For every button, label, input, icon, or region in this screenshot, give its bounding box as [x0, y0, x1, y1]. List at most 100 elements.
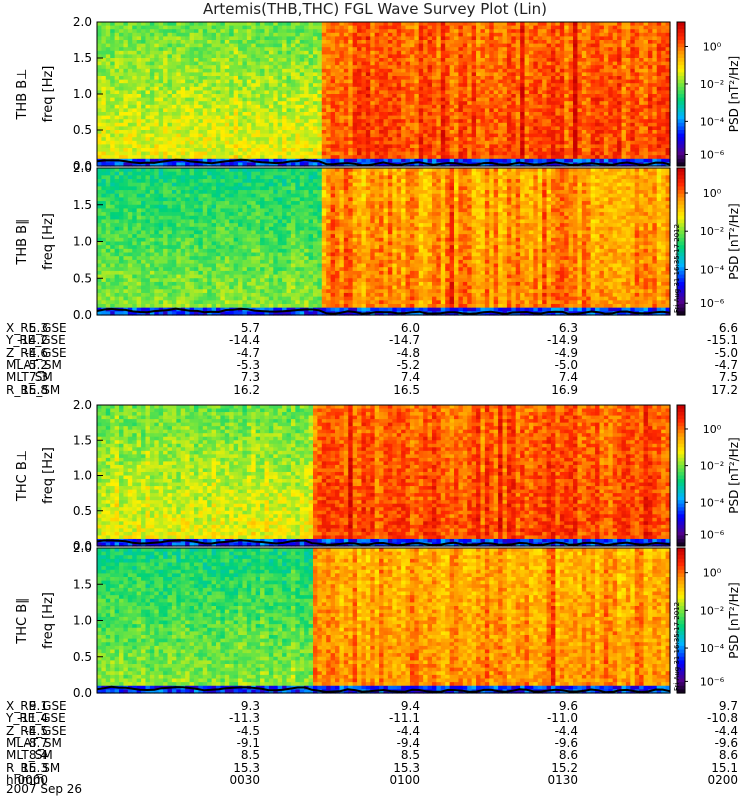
orbit-value: 16.2 [212, 384, 260, 396]
orbit-value: -4.6 [0, 347, 48, 359]
orbit-value: 6.6 [690, 322, 738, 334]
y-tick-label: 1.0 [73, 614, 92, 628]
orbit-value: 16.9 [530, 384, 578, 396]
orbit-value: -4.5 [0, 725, 48, 737]
orbit-value: 15.3 [0, 762, 48, 774]
orbit-value: -14.9 [530, 334, 578, 346]
orbit-value: 8.5 [212, 749, 260, 761]
orbit-value: 6.0 [372, 322, 420, 334]
y-tick-label: 2.0 [73, 15, 92, 29]
orbit-value: 15.3 [372, 762, 420, 774]
colorbar: 10⁰ 10⁻² 10⁻⁴ 10⁻⁶ PSD [nT²/Hz] [676, 21, 741, 167]
panel-name: THC B⊥ [15, 450, 30, 502]
colorbar-tick-label: 10⁻⁴ [700, 496, 725, 509]
colorbar-tick-label: 10⁰ [703, 40, 722, 53]
orbit-value: -5.0 [690, 347, 738, 359]
y-axis-unit: freq [Hz] [41, 592, 56, 649]
y-tick-label: 1.5 [73, 198, 92, 212]
orbit-value: 9.7 [690, 700, 738, 712]
panel-name: THB B∥ [15, 218, 30, 265]
orbit-value: 0100 [372, 774, 420, 786]
orbit-value: -4.4 [690, 725, 738, 737]
orbit-value: 0130 [530, 774, 578, 786]
y-tick-label: 2.0 [73, 398, 92, 412]
orbit-value: -5.2 [0, 359, 48, 371]
orbit-value: -14.4 [212, 334, 260, 346]
colorbar-label: PSD [nT²/Hz] [727, 437, 741, 513]
orbit-value: 15.1 [690, 762, 738, 774]
orbit-row-label: X_RE_GSE [6, 700, 67, 712]
colorbar-tick-label: 10⁻² [700, 460, 724, 473]
orbit-value: 6.3 [530, 322, 578, 334]
y-axis-unit: freq [Hz] [41, 447, 56, 504]
y-tick-label: 2.0 [73, 161, 92, 175]
orbit-value: -11.3 [212, 712, 260, 724]
orbit-value: -11.4 [0, 712, 48, 724]
orbit-value: -4.7 [212, 347, 260, 359]
colorbar-tick-label: 10⁰ [703, 567, 722, 580]
orbit-value: 5.3 [0, 322, 48, 334]
orbit-value: -4.7 [690, 359, 738, 371]
orbit-value: 15.3 [212, 762, 260, 774]
y-axis-unit: freq [Hz] [41, 66, 56, 123]
colorbar-label: PSD [nT²/Hz] [727, 582, 741, 658]
orbit-row-label: hhmm [6, 774, 45, 786]
y-tick-label: 0.0 [73, 539, 92, 553]
orbit-value: -4.9 [530, 347, 578, 359]
orbit-value: -14.2 [0, 334, 48, 346]
colorbar-tick-label: 10⁰ [703, 187, 722, 200]
heatmap-cells [97, 168, 671, 316]
y-tick-label: 1.0 [73, 235, 92, 249]
orbit-value: 9.1 [0, 700, 48, 712]
orbit-row-label: Y_RE_GSE [6, 334, 66, 346]
colorbar-tick-label: 10⁻⁴ [700, 115, 725, 128]
cutoff-trace [96, 158, 671, 167]
orbit-value: -4.8 [372, 347, 420, 359]
orbit-value: -4.4 [530, 725, 578, 737]
orbit-value: 17.2 [690, 384, 738, 396]
spectrogram-panel-4: 2.0 1.5 1.0 0.5 0.0 THC B∥ freq [Hz] 10⁰ 10⁻² 10⁻… [15, 541, 741, 700]
orbit-value: 7.5 [690, 371, 738, 383]
orbit-value: -5.3 [212, 359, 260, 371]
orbit-row-label: MLAT_SM [6, 359, 62, 371]
cutoff-trace [96, 539, 671, 547]
orbit-row-label: X_RE_GSE [6, 322, 67, 334]
colorbar-tick-label: 10⁻² [700, 78, 724, 91]
y-tick-label: 0.0 [73, 686, 92, 700]
colorbar: 10⁰ 10⁻² 10⁻⁴ 10⁻⁶ PSD [nT²/Hz] [676, 167, 741, 316]
orbit-row-label: Z_RE_GSE [6, 347, 67, 359]
orbit-value: -8.7 [0, 737, 48, 749]
colorbar-tick-label: 10⁻⁶ [700, 297, 725, 310]
y-tick-label: 0.5 [73, 271, 92, 285]
cutoff-trace [96, 685, 671, 694]
orbit-row-label: MLT_SM [6, 749, 53, 761]
y-tick-label: 0.5 [73, 123, 92, 137]
colorbar-label: PSD [nT²/Hz] [727, 203, 741, 279]
y-tick-label: 0.0 [73, 159, 92, 173]
orbit-value: -9.6 [530, 737, 578, 749]
orbit-value: -9.4 [372, 737, 420, 749]
colorbar-label: PSD [nT²/Hz] [727, 56, 741, 132]
colorbar-tick-label: 10⁻² [700, 604, 724, 617]
orbit-value: 5.7 [212, 322, 260, 334]
orbit-value: -5.2 [372, 359, 420, 371]
orbit-value: 9.3 [212, 700, 260, 712]
orbit-row-label: Y_RE_GSE [6, 712, 66, 724]
y-axis-unit: freq [Hz] [41, 213, 56, 270]
colorbar-tick-label: 10⁻⁶ [700, 529, 725, 542]
heatmap-cells [97, 548, 671, 694]
panel-name: THC B∥ [15, 597, 30, 644]
orbit-value: -14.7 [372, 334, 420, 346]
orbit-value: 8.6 [530, 749, 578, 761]
y-tick-label: 0.5 [73, 650, 92, 664]
orbit-value: -11.0 [530, 712, 578, 724]
orbit-value: -4.4 [372, 725, 420, 737]
orbit-value: 7.4 [530, 371, 578, 383]
orbit-value: -5.0 [530, 359, 578, 371]
orbit-value: 8.6 [690, 749, 738, 761]
y-tick-label: 1.5 [73, 433, 92, 447]
y-tick-label: 1.0 [73, 87, 92, 101]
orbit-row-label: Z_RE_GSE [6, 725, 67, 737]
spectrogram-panel-2: 2.0 1.5 1.0 0.5 0.0 THB B∥ freq [Hz] 10⁰ 10⁻² 10⁻… [15, 161, 741, 322]
